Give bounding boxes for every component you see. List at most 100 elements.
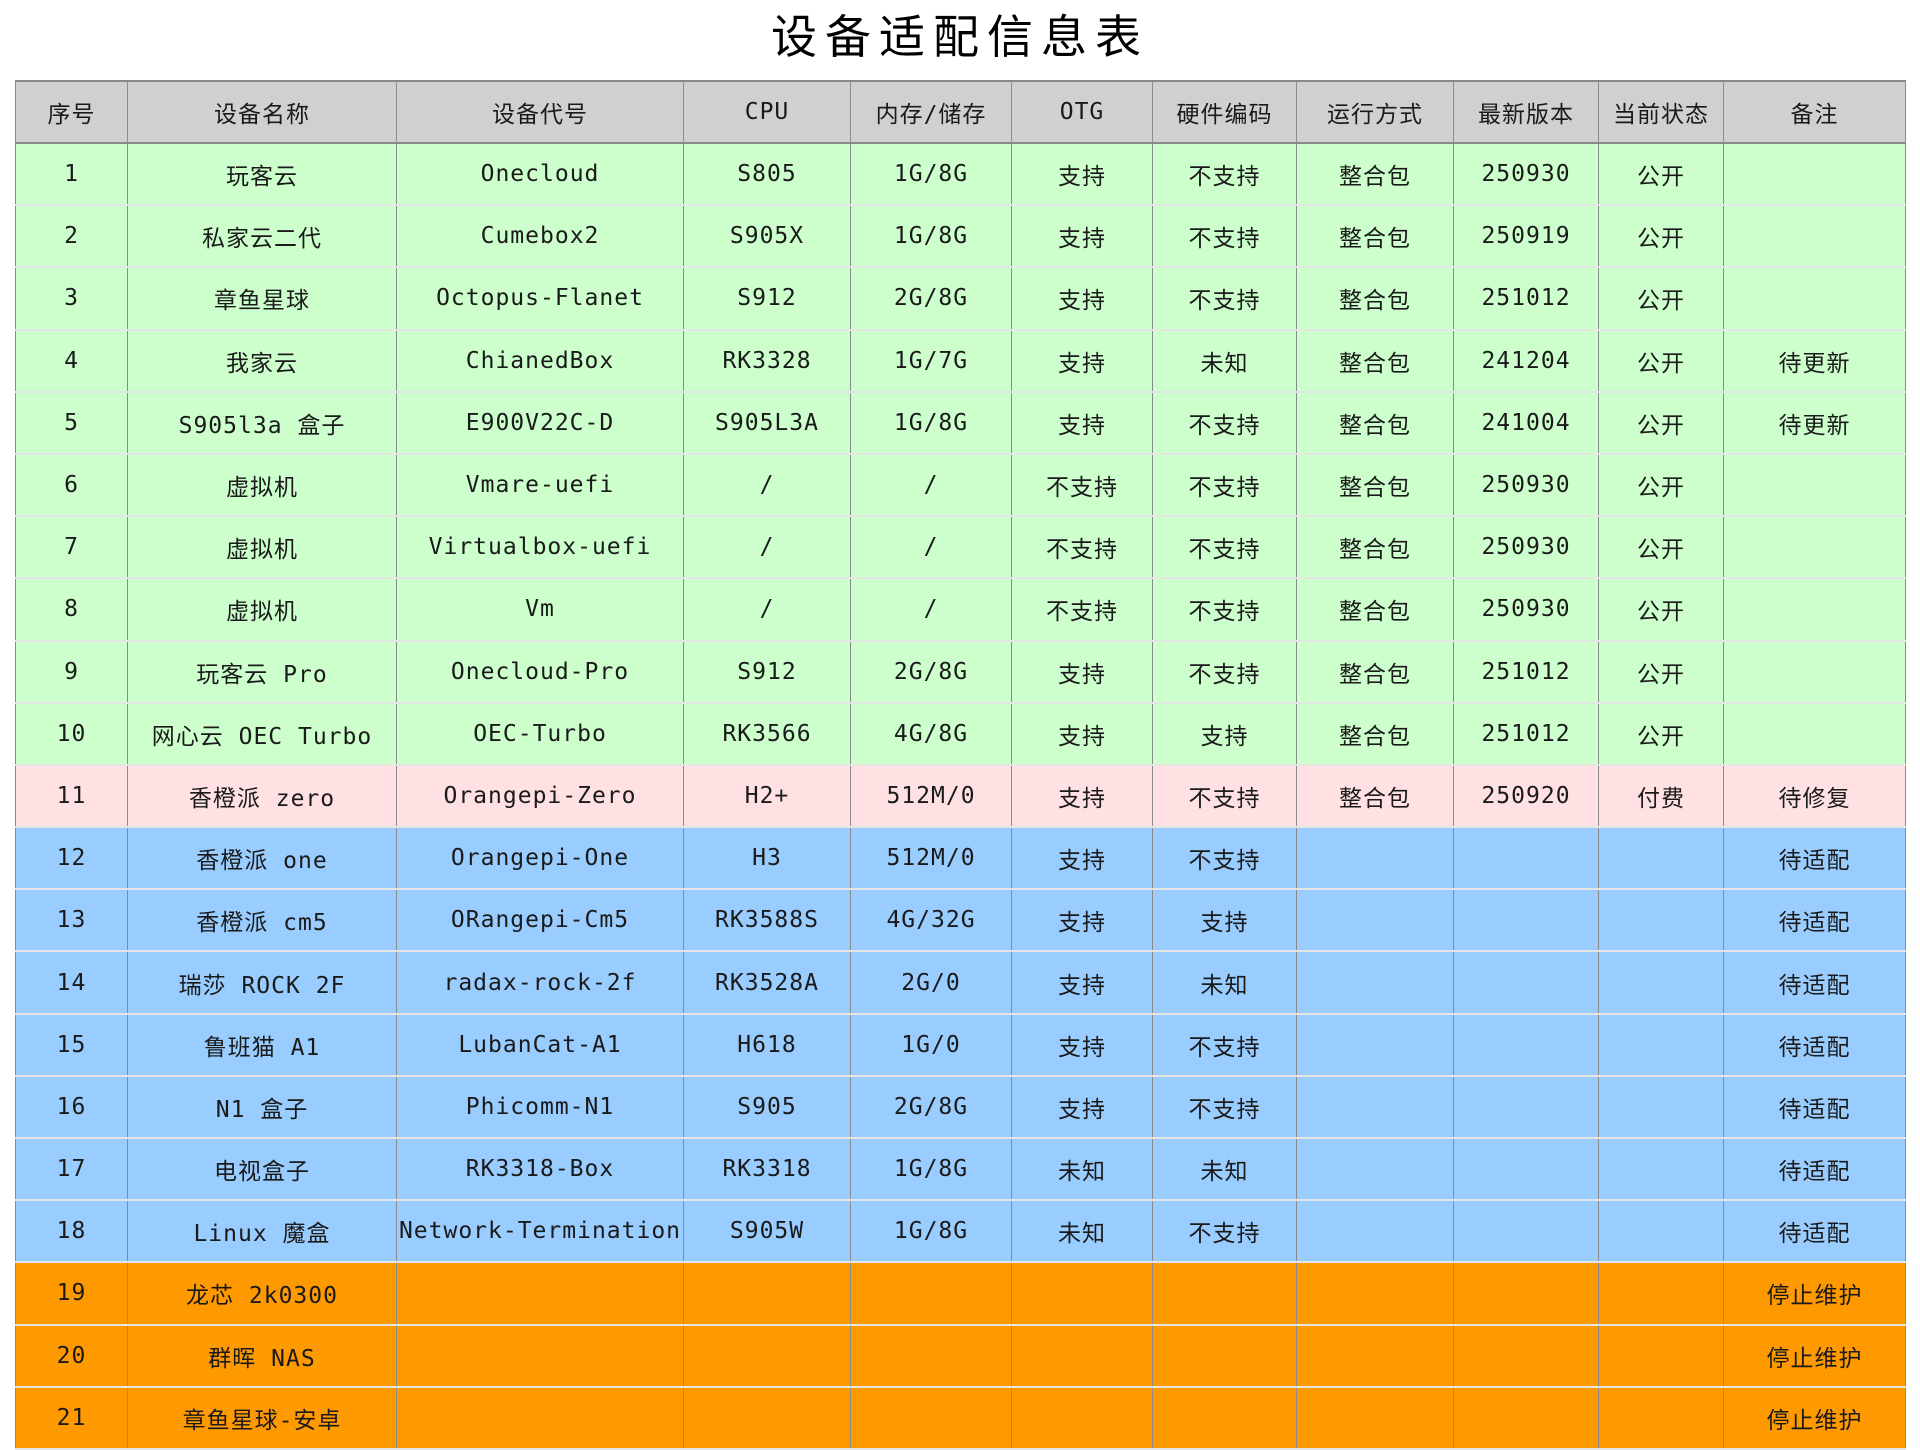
cell-index: 2	[15, 205, 128, 269]
cell-device-code: Onecloud-Pro	[396, 640, 684, 704]
cell-memory-storage: 512M/0	[850, 827, 1012, 891]
cell-status: 公开	[1598, 329, 1724, 393]
column-header-remark: 备注	[1723, 80, 1906, 144]
cell-memory-storage: 512M/0	[850, 764, 1012, 829]
cell-cpu: S905X	[683, 205, 851, 269]
table-row: 7 虚拟机 Virtualbox-uefi / / 不支持 不支持 整合包 250930 公开	[15, 516, 1906, 580]
cell-otg: 支持	[1011, 764, 1153, 829]
table-row: 20 群晖 NAS 停止维护	[15, 1324, 1906, 1388]
cell-remark	[1723, 205, 1906, 269]
cell-remark: 待适配	[1723, 1075, 1906, 1140]
cell-cpu: RK3528A	[683, 951, 851, 1015]
cell-remark	[1723, 640, 1906, 704]
column-header-cpu: CPU	[683, 80, 851, 144]
cell-run-mode	[1296, 1200, 1454, 1264]
cell-memory-storage: 1G/8G	[850, 391, 1012, 455]
cell-hw-encoding: 未知	[1152, 329, 1297, 393]
cell-hw-encoding: 支持	[1152, 702, 1297, 766]
cell-device-code: Cumebox2	[396, 205, 684, 269]
cell-device-code: ORangepi-Cm5	[396, 889, 684, 953]
cell-hw-encoding	[1152, 1324, 1297, 1388]
cell-run-mode	[1296, 1138, 1454, 1202]
cell-index: 6	[15, 453, 128, 518]
cell-device-name: 虚拟机	[127, 578, 397, 642]
cell-otg: 支持	[1011, 702, 1153, 766]
cell-run-mode	[1296, 827, 1454, 891]
cell-remark: 待更新	[1723, 391, 1906, 455]
cell-status	[1598, 889, 1724, 953]
cell-latest-version	[1453, 1262, 1599, 1326]
cell-latest-version	[1453, 827, 1599, 891]
cell-otg: 支持	[1011, 205, 1153, 269]
cell-status	[1598, 1262, 1724, 1326]
cell-latest-version: 251012	[1453, 702, 1599, 766]
table-row: 19 龙芯 2k0300 停止维护	[15, 1262, 1906, 1326]
cell-hw-encoding: 不支持	[1152, 205, 1297, 269]
table-row: 14 瑞莎 ROCK 2F radax-rock-2f RK3528A 2G/0 支持 未知…	[15, 951, 1906, 1015]
cell-status	[1598, 1013, 1724, 1077]
cell-otg: 未知	[1011, 1138, 1153, 1202]
cell-cpu: H3	[683, 827, 851, 891]
cell-remark: 待适配	[1723, 1138, 1906, 1202]
cell-device-name: 鲁班猫 A1	[127, 1013, 397, 1077]
cell-device-code: E900V22C-D	[396, 391, 684, 455]
cell-run-mode: 整合包	[1296, 329, 1454, 393]
cell-hw-encoding: 不支持	[1152, 267, 1297, 331]
cell-index: 9	[15, 640, 128, 704]
cell-hw-encoding: 不支持	[1152, 143, 1297, 207]
cell-memory-storage: 2G/8G	[850, 640, 1012, 704]
cell-device-name: S905l3a 盒子	[127, 391, 397, 455]
cell-run-mode	[1296, 1324, 1454, 1388]
cell-device-code: RK3318-Box	[396, 1138, 684, 1202]
cell-index: 10	[15, 702, 128, 766]
cell-otg	[1011, 1262, 1153, 1326]
cell-run-mode: 整合包	[1296, 267, 1454, 331]
cell-memory-storage: 4G/8G	[850, 702, 1012, 766]
cell-memory-storage: 1G/8G	[850, 1138, 1012, 1202]
cell-index: 3	[15, 267, 128, 331]
cell-cpu: /	[683, 516, 851, 580]
cell-remark	[1723, 516, 1906, 580]
cell-status	[1598, 827, 1724, 891]
table-row: 6 虚拟机 Vmare-uefi / / 不支持 不支持 整合包 250930 公开	[15, 453, 1906, 518]
table-body: 1 玩客云 Onecloud S805 1G/8G 支持 不支持 整合包 250930 公开 2 私家…	[15, 143, 1906, 1450]
cell-run-mode: 整合包	[1296, 143, 1454, 207]
cell-device-name: 电视盒子	[127, 1138, 397, 1202]
page-title: 设备适配信息表	[771, 10, 1149, 64]
cell-latest-version: 251012	[1453, 267, 1599, 331]
cell-run-mode: 整合包	[1296, 578, 1454, 642]
cell-run-mode	[1296, 889, 1454, 953]
cell-latest-version	[1453, 889, 1599, 953]
table-row: 17 电视盒子 RK3318-Box RK3318 1G/8G 未知 未知 待适配	[15, 1138, 1906, 1202]
cell-run-mode	[1296, 1262, 1454, 1326]
cell-remark: 停止维护	[1723, 1262, 1906, 1326]
cell-device-code: ChianedBox	[396, 329, 684, 393]
cell-remark: 待适配	[1723, 889, 1906, 953]
cell-cpu	[683, 1262, 851, 1326]
cell-hw-encoding: 不支持	[1152, 827, 1297, 891]
table-row: 15 鲁班猫 A1 LubanCat-A1 H618 1G/0 支持 不支持 待适配	[15, 1013, 1906, 1077]
cell-status: 公开	[1598, 143, 1724, 207]
cell-remark: 待适配	[1723, 1200, 1906, 1264]
cell-device-code: LubanCat-A1	[396, 1013, 684, 1077]
cell-run-mode: 整合包	[1296, 516, 1454, 580]
table-row: 3 章鱼星球 Octopus-Flanet S912 2G/8G 支持 不支持 整合包 2510…	[15, 267, 1906, 331]
cell-cpu	[683, 1324, 851, 1388]
cell-cpu: H2+	[683, 764, 851, 829]
cell-otg: 支持	[1011, 1075, 1153, 1140]
cell-index: 16	[15, 1075, 128, 1140]
cell-cpu: RK3328	[683, 329, 851, 393]
column-header-device-code: 设备代号	[396, 80, 684, 144]
cell-status: 付费	[1598, 764, 1724, 829]
cell-cpu: RK3588S	[683, 889, 851, 953]
cell-device-name: Linux 魔盒	[127, 1200, 397, 1264]
cell-run-mode: 整合包	[1296, 391, 1454, 455]
cell-device-code: Virtualbox-uefi	[396, 516, 684, 580]
table-row: 1 玩客云 Onecloud S805 1G/8G 支持 不支持 整合包 250930 公开	[15, 143, 1906, 207]
cell-device-name: 龙芯 2k0300	[127, 1262, 397, 1326]
table-row: 5 S905l3a 盒子 E900V22C-D S905L3A 1G/8G 支持 不支持 整合…	[15, 391, 1906, 455]
cell-otg: 不支持	[1011, 516, 1153, 580]
cell-memory-storage: 1G/7G	[850, 329, 1012, 393]
cell-hw-encoding: 不支持	[1152, 453, 1297, 518]
cell-otg: 不支持	[1011, 453, 1153, 518]
